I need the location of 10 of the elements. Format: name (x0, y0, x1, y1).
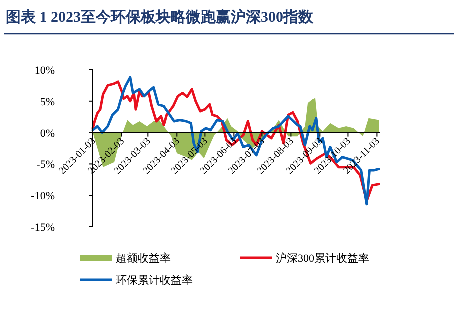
legend-label: 沪深300累计收益率 (276, 252, 370, 265)
y-tick-label: 5% (40, 96, 55, 108)
title: 图表 1 2023至今环保板块略微跑赢沪深300指数 (6, 10, 314, 26)
y-tick-label: 10% (34, 65, 55, 77)
y-tick-label: -15% (31, 222, 55, 234)
y-tick-label: 0% (40, 128, 55, 140)
y-tick-label: -10% (31, 190, 55, 203)
legend-label: 环保累计收益率 (116, 274, 193, 287)
legend-label: 超额收益率 (116, 252, 171, 265)
y-tick-label: -5% (36, 159, 55, 172)
